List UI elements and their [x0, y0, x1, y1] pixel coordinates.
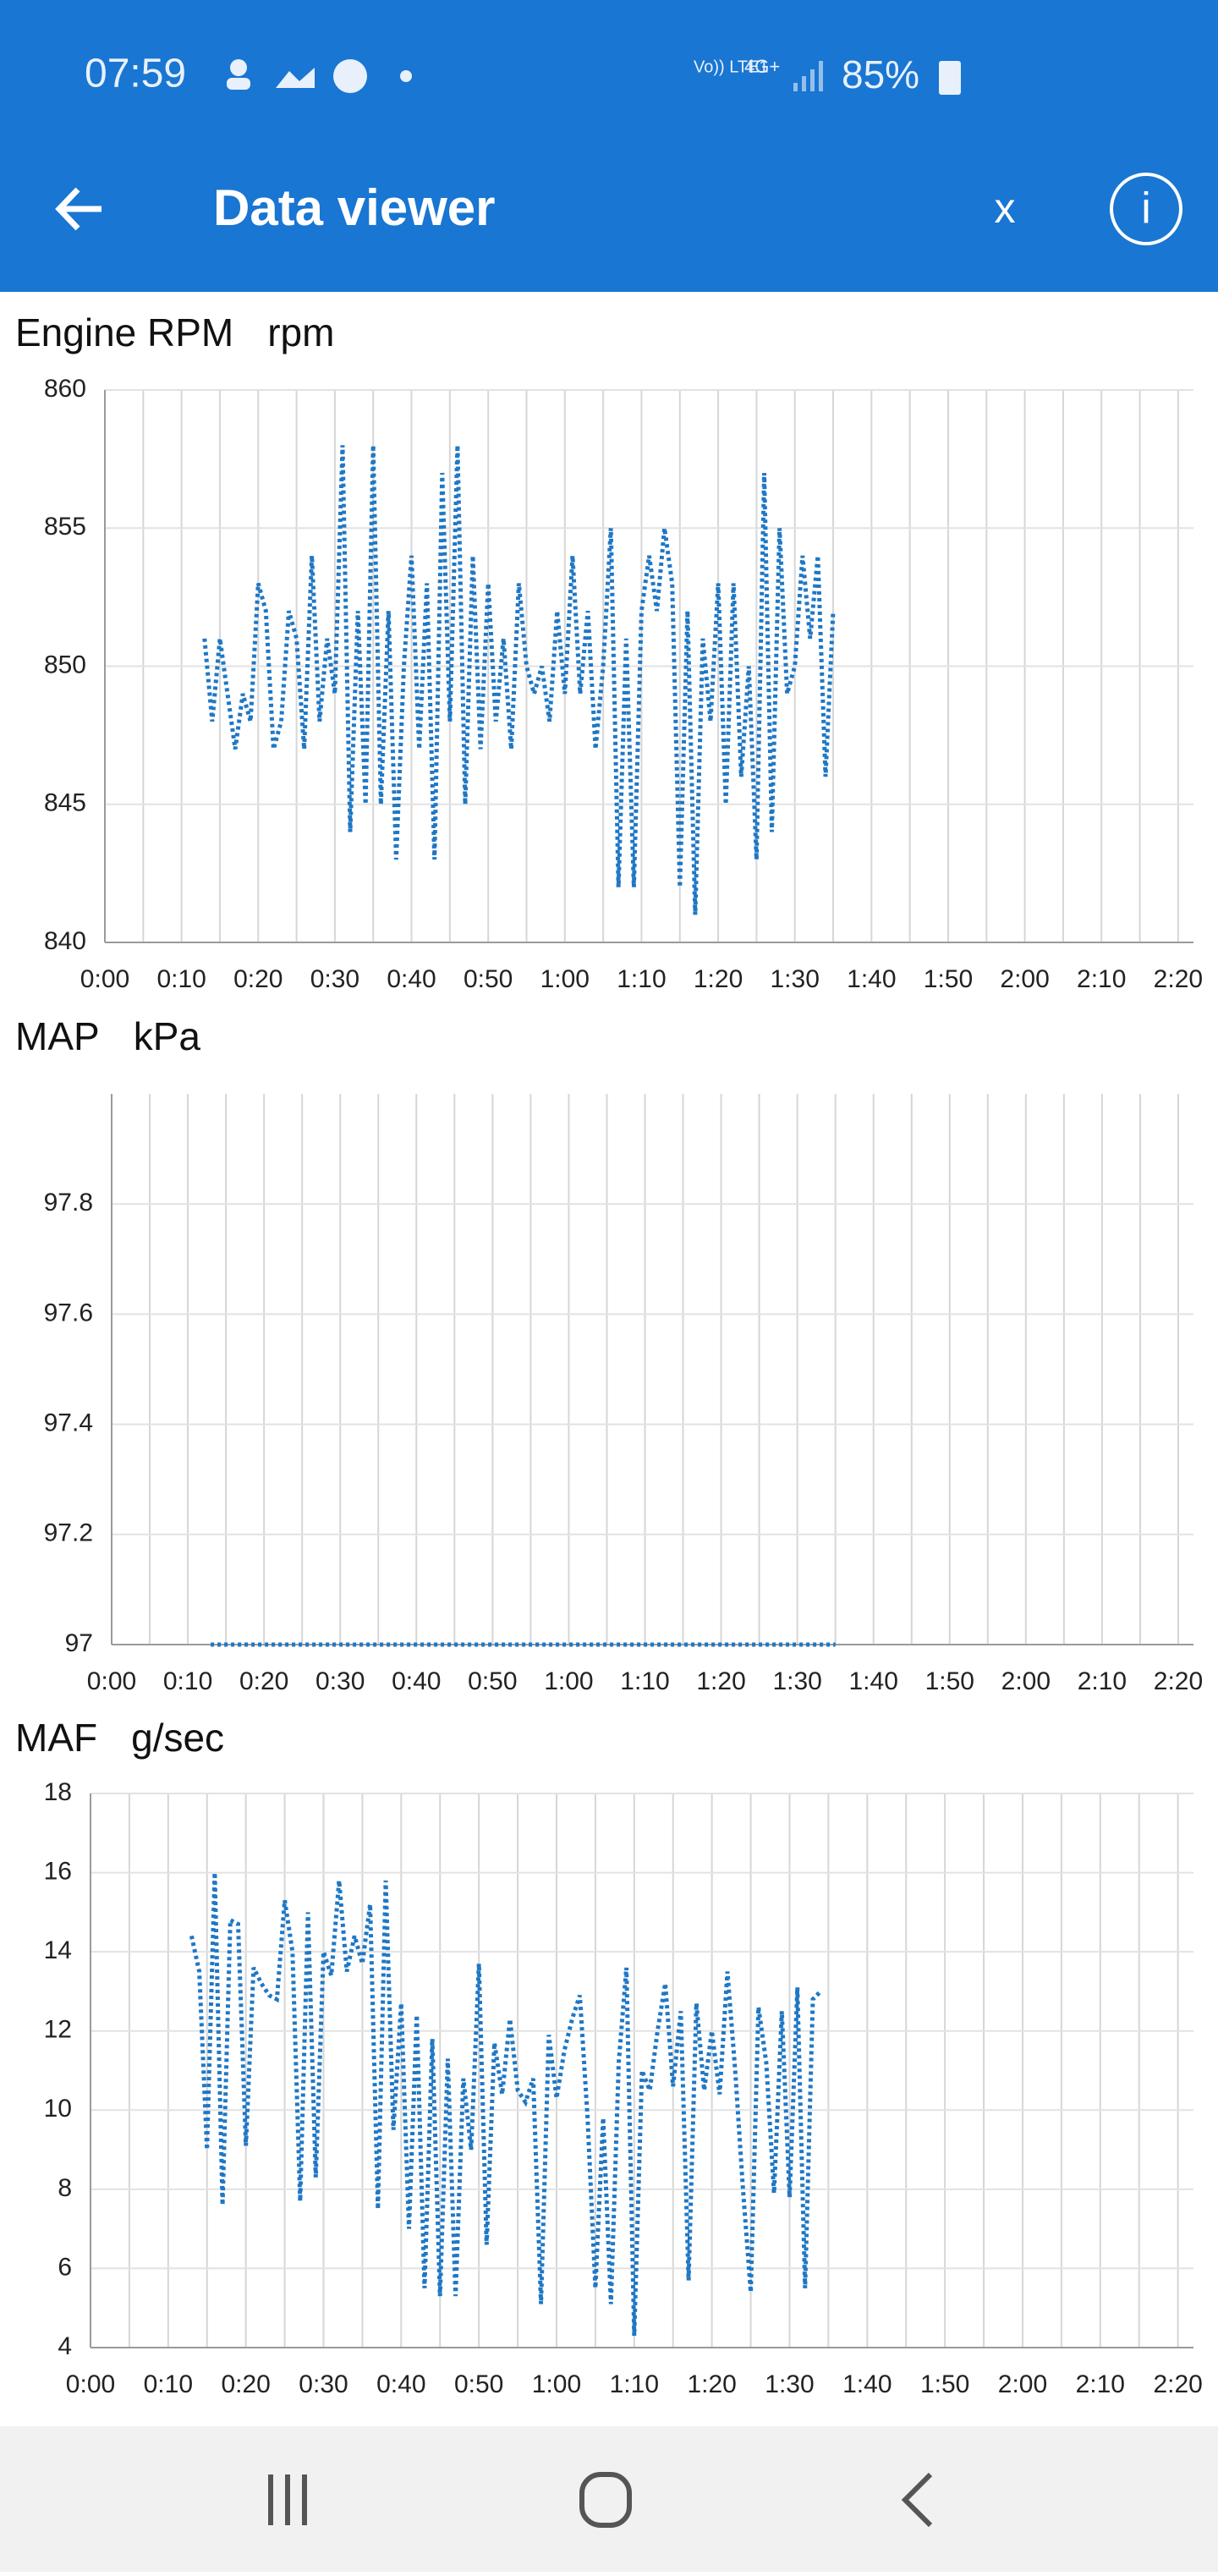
x-tick-label: 0:40 — [376, 2370, 425, 2398]
y-tick-label: 10 — [44, 2095, 72, 2123]
x-tick-label: 0:30 — [310, 965, 359, 993]
status-icons — [227, 59, 412, 93]
x-tick-label: 1:20 — [696, 1667, 745, 1695]
x-tick-label: 0:10 — [156, 965, 206, 993]
y-tick-label: 12 — [44, 2016, 72, 2044]
status-battery: 85% — [842, 52, 919, 96]
x-tick-label: 1:10 — [617, 965, 666, 993]
x-tick-label: 1:00 — [532, 2370, 581, 2398]
x-tick-label: 0:20 — [239, 1667, 288, 1695]
y-tick-label: 860 — [44, 375, 86, 403]
x-tick-label: 1:30 — [772, 1667, 821, 1695]
x-tick-label: 1:40 — [842, 2370, 892, 2398]
y-tick-label: 840 — [44, 927, 86, 955]
x-tick-label: 2:20 — [1154, 965, 1203, 993]
x-tick-label: 1:00 — [540, 965, 590, 993]
app-header — [0, 0, 1218, 292]
x-tick-label: 0:50 — [454, 2370, 503, 2398]
nav-bar — [0, 2426, 1218, 2572]
close-button[interactable]: x — [995, 184, 1016, 232]
home-button[interactable] — [579, 2472, 632, 2528]
status-network: Vo)) LTE1 — [694, 58, 769, 76]
x-tick-label: 2:00 — [1001, 1667, 1051, 1695]
x-tick-label: 0:10 — [163, 1667, 212, 1695]
y-tick-label: 18 — [44, 1778, 72, 1806]
x-tick-label: 1:50 — [920, 2370, 969, 2398]
data-line — [189, 1872, 822, 2337]
signal-bars — [793, 61, 823, 91]
back-button[interactable] — [55, 187, 102, 231]
x-tick-label: 1:30 — [771, 965, 820, 993]
x-tick-label: 1:20 — [687, 2370, 736, 2398]
y-tick-label: 8 — [58, 2174, 72, 2202]
x-tick-label: 0:50 — [464, 965, 513, 993]
y-tick-label: 4 — [58, 2332, 72, 2360]
chart-title: MAF — [15, 1716, 97, 1760]
x-tick-label: 2:10 — [1076, 2370, 1125, 2398]
x-tick-label: 0:30 — [299, 2370, 348, 2398]
nav-icons — [268, 2472, 933, 2528]
y-tick-label: 850 — [44, 651, 86, 678]
x-tick-label: 0:00 — [87, 1667, 136, 1695]
x-tick-label: 0:00 — [80, 965, 129, 993]
status-signal-type: 4G+ — [744, 56, 780, 77]
y-tick-label: 855 — [44, 513, 86, 541]
x-tick-label: 1:50 — [925, 1667, 974, 1695]
x-tick-label: 1:10 — [610, 2370, 659, 2398]
x-tick-label: 1:40 — [847, 965, 896, 993]
y-tick-label: 97 — [65, 1629, 93, 1657]
info-button[interactable] — [1110, 173, 1182, 245]
x-tick-label: 2:00 — [1000, 965, 1049, 993]
x-tick-label: 1:00 — [544, 1667, 593, 1695]
x-tick-label: 2:20 — [1153, 2370, 1202, 2398]
chart-unit: kPa — [134, 1014, 201, 1058]
y-tick-label: 97.8 — [44, 1189, 93, 1217]
x-tick-label: 2:10 — [1078, 1667, 1127, 1695]
x-tick-label: 0:20 — [233, 965, 283, 993]
info-label: i — [1141, 184, 1151, 233]
status-time: 07:59 — [85, 52, 186, 96]
y-tick-label: 6 — [58, 2253, 72, 2281]
x-tick-label: 1:50 — [924, 965, 973, 993]
back-nav-button[interactable] — [901, 2472, 933, 2528]
chart-title: Engine RPM — [15, 310, 233, 354]
y-tick-label: 97.2 — [44, 1519, 93, 1547]
x-tick-label: 0:30 — [315, 1667, 365, 1695]
app-title: Data viewer — [213, 179, 496, 236]
x-tick-label: 2:00 — [998, 2370, 1047, 2398]
x-tick-label: 2:10 — [1077, 965, 1126, 993]
x-tick-label: 0:00 — [66, 2370, 115, 2398]
x-tick-label: 0:40 — [387, 965, 436, 993]
chart-unit: g/sec — [131, 1716, 224, 1760]
x-tick-label: 1:40 — [849, 1667, 898, 1695]
x-tick-label: 0:40 — [392, 1667, 441, 1695]
chart-unit: rpm — [267, 310, 334, 354]
x-tick-label: 0:10 — [144, 2370, 193, 2398]
y-tick-label: 16 — [44, 1857, 72, 1885]
data-line — [202, 445, 836, 915]
x-tick-label: 1:30 — [765, 2370, 814, 2398]
x-tick-label: 2:20 — [1154, 1667, 1203, 1695]
x-tick-label: 0:50 — [468, 1667, 517, 1695]
y-tick-label: 97.4 — [44, 1409, 93, 1437]
y-tick-label: 845 — [44, 789, 86, 817]
chart-title: MAP — [15, 1014, 100, 1058]
battery-icon — [939, 61, 961, 95]
recents-button[interactable] — [268, 2474, 307, 2525]
y-tick-label: 97.6 — [44, 1299, 93, 1326]
x-tick-label: 1:20 — [694, 965, 743, 993]
y-tick-label: 14 — [44, 1936, 72, 1964]
x-tick-label: 0:20 — [221, 2370, 270, 2398]
x-tick-label: 1:10 — [620, 1667, 669, 1695]
